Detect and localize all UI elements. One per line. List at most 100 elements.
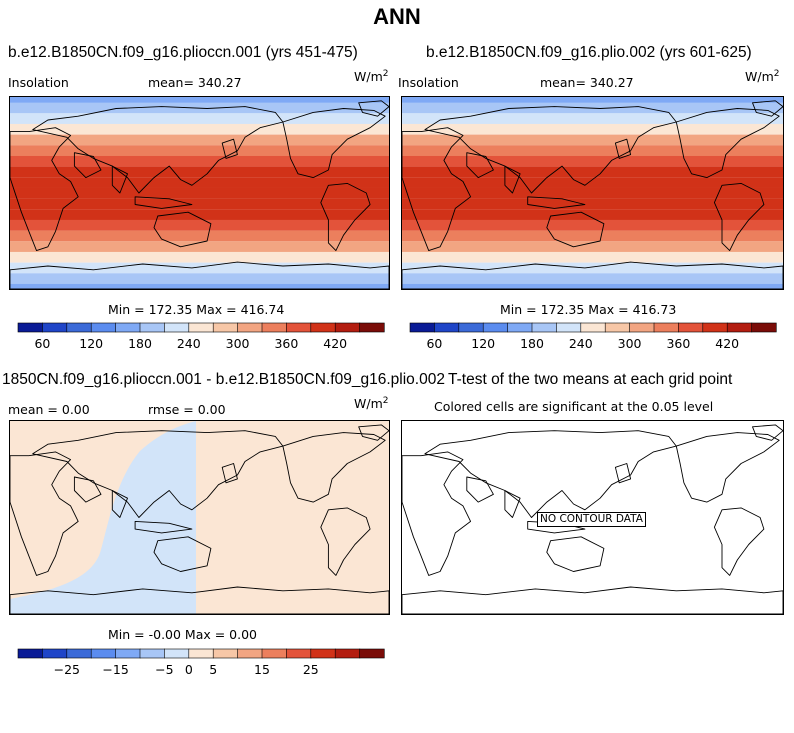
panel-1-minmax: Min = 172.35 Max = 416.74 [108, 302, 285, 317]
coastline [424, 430, 677, 518]
coastline [546, 536, 605, 572]
panel-1-map [9, 96, 390, 290]
colorbar-tick-label: 420 [323, 336, 347, 351]
colorbar-tick-label: −25 [54, 662, 80, 677]
panel-2-minmax: Min = 172.35 Max = 416.73 [500, 302, 677, 317]
panel-4-map [401, 420, 784, 615]
lat-band [10, 123, 389, 135]
coastline [73, 152, 102, 179]
lat-band [10, 113, 389, 124]
lat-band [402, 145, 783, 156]
coastline [221, 138, 238, 159]
coastline [504, 165, 521, 194]
panel-2-map [401, 96, 784, 290]
lat-band [10, 187, 389, 199]
lat-band [402, 198, 783, 210]
coastline [320, 182, 371, 252]
lat-band [10, 134, 389, 146]
coastline [282, 432, 386, 503]
coastline [466, 152, 494, 179]
panel-4-title: T-test of the two means at each grid poi… [448, 371, 733, 388]
coastline [527, 196, 586, 209]
panel-3-units: W/m2 [354, 396, 389, 412]
coastline [713, 182, 765, 252]
colorbar-swatch [17, 648, 44, 659]
lat-band [10, 251, 389, 263]
colorbar-tick-label: 240 [569, 336, 593, 351]
coastline [675, 108, 780, 179]
coastline [402, 261, 783, 289]
lat-band [402, 283, 783, 289]
lat-band [10, 155, 389, 167]
lat-band [10, 262, 389, 274]
coastline [320, 507, 371, 576]
colorbar-swatch [164, 322, 190, 333]
difference-region-negative [10, 421, 196, 614]
no-contour-data-label: NO CONTOUR DATA [537, 512, 646, 527]
colorbar-tick-label: 420 [715, 336, 739, 351]
colorbar-swatch [556, 322, 582, 333]
colorbar-tick-label: 180 [520, 336, 544, 351]
lat-band [10, 283, 389, 289]
lat-band [402, 134, 783, 146]
colorbar-swatch [359, 322, 385, 333]
panel-1-title: b.e12.B1850CN.f09_g16.plioccn.001 (yrs 4… [8, 44, 358, 61]
lat-band [402, 262, 783, 274]
colorbar-swatch [334, 648, 361, 659]
colorbar-swatch [164, 648, 190, 659]
colorbar-swatch [286, 648, 312, 659]
panel-2-units: W/m2 [745, 69, 780, 85]
colorbar-swatch [286, 322, 312, 333]
colorbar-swatch [66, 322, 92, 333]
colorbar-swatch [188, 322, 214, 333]
colorbar-swatch [580, 322, 606, 333]
colorbar-swatch [212, 322, 239, 333]
colorbar-tick-label: 180 [128, 336, 152, 351]
coastline [614, 463, 632, 484]
coastline [713, 507, 765, 576]
colorbar-swatch [359, 648, 385, 659]
panel-2-title: b.e12.B1850CN.f09_g16.plio.002 (yrs 601-… [426, 44, 752, 61]
page-title: ANN [373, 4, 421, 29]
colorbar-swatch [261, 648, 288, 659]
panel-3-map [9, 420, 390, 615]
coastline [752, 424, 783, 441]
colorbar-tick-label: 5 [209, 662, 217, 677]
colorbar-swatch [115, 322, 141, 333]
lat-band [10, 97, 389, 108]
panel-2-mean: mean= 340.27 [540, 75, 634, 90]
colorbar-swatch [42, 322, 68, 333]
lat-band [10, 177, 389, 188]
panel-4-subtitle: Colored cells are significant at the 0.0… [434, 399, 714, 414]
panel-1-mean: mean= 340.27 [148, 75, 242, 90]
colorbar-swatch [678, 322, 704, 333]
colorbar-swatch [42, 648, 68, 659]
lat-band [402, 251, 783, 263]
colorbar-swatch [310, 322, 336, 333]
lat-band [10, 230, 389, 242]
colorbar-swatch [409, 322, 436, 333]
lat-band [10, 241, 389, 252]
panel-3-mean: mean = 0.00 [8, 402, 90, 417]
lat-band [402, 219, 783, 231]
panel-1-variable-label: Insolation [8, 75, 69, 90]
colorbar-tick-label: 120 [79, 336, 103, 351]
colorbar-swatch [188, 648, 214, 659]
colorbar-swatch [751, 322, 777, 333]
panel-3-heatmap [10, 421, 389, 614]
colorbar-swatch [629, 322, 655, 333]
coastline [10, 451, 79, 576]
panel-1-heatmap [10, 97, 389, 289]
coastline [752, 100, 783, 117]
colorbar-tick-label: 360 [666, 336, 690, 351]
coastline [675, 432, 780, 503]
colorbar-swatch [653, 322, 680, 333]
lat-band [402, 97, 783, 108]
coastline [111, 490, 128, 518]
colorbar-tick-label: −5 [155, 662, 173, 677]
colorbar-3: −25 −15 −5 0 5 15 25 [17, 648, 386, 681]
coastline [134, 520, 193, 534]
colorbar-swatch [139, 322, 166, 333]
colorbar-tick-label: 25 [303, 662, 319, 677]
colorbar-swatch [507, 322, 533, 333]
